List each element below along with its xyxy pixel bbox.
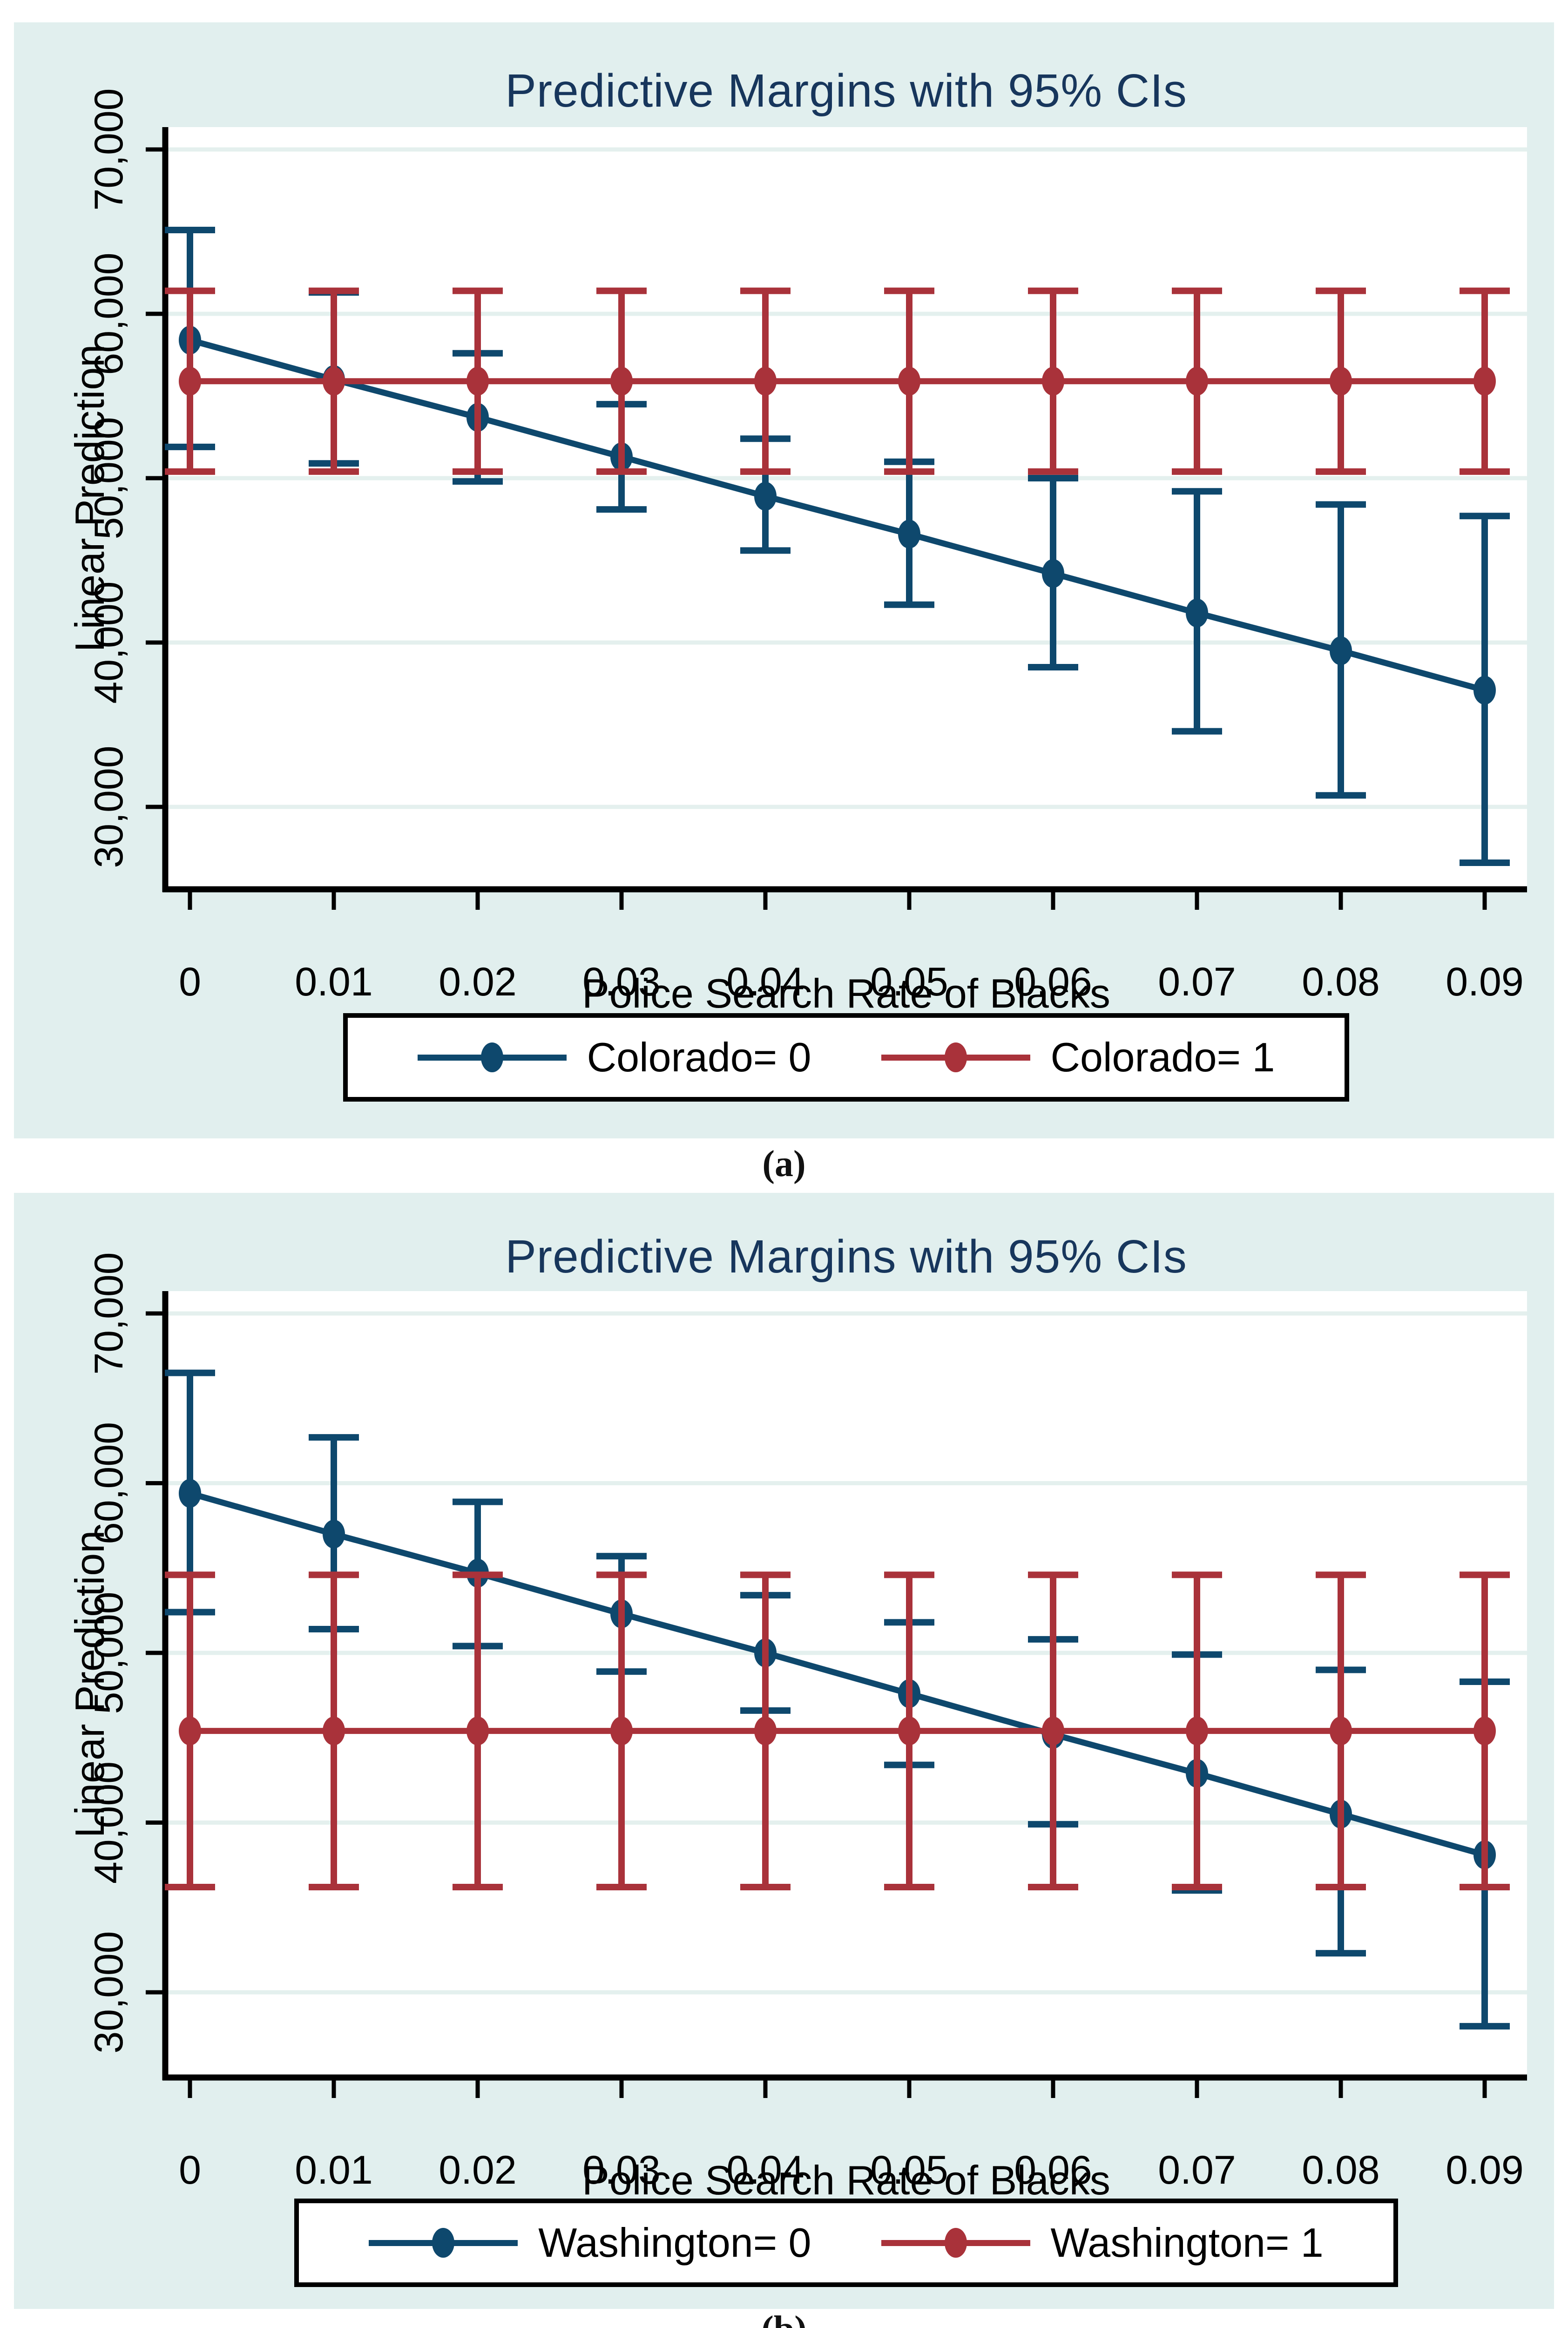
chart-a-y-axis-title: Linear Prediction [67,344,113,652]
legend-item-washington-0: Washington= 0 [369,2219,811,2267]
data-point-marker [1042,1716,1064,1746]
x-tick-label: 0.06 [1014,2148,1092,2193]
plot-area [165,1291,1527,2078]
gridlines [165,147,1527,809]
axes [162,127,1527,893]
data-point-marker [323,1519,345,1549]
line-marker-swatch-icon [369,2228,518,2258]
x-axis-ticks: 0 0.01 0.02 0.03 0.04 0.05 0.06 0.07 0.08 0.09 [179,2078,1524,2193]
x-tick-label: 0.03 [582,2148,660,2193]
data-point-marker [466,366,489,396]
legend-label: Colorado= 0 [587,1034,811,1080]
x-tick-label: 0.09 [1446,2148,1523,2193]
x-tick-label: 0 [179,2148,201,2193]
line-marker-swatch-icon [881,2228,1030,2258]
x-tick-label: 0.02 [439,960,516,1004]
y-tick-label: 40,000 [87,1761,131,1884]
panel-a: 70,000 60,000 50,000 40,000 30,000 0 0.01 0.02 0… [14,22,1554,1138]
y-tick-label: 60,000 [87,252,131,375]
panel-a-caption-label: (a) [762,1144,806,1184]
y-tick-label: 30,000 [87,1931,131,2053]
chart-b-legend: Washington= 0 Washington= 1 [165,2199,1527,2287]
gridlines [165,1311,1527,1995]
x-tick-label: 0.05 [870,960,948,1004]
chart-a-title: Predictive Margins with 95% CIs [505,65,1187,117]
x-tick-label: 0.02 [439,2148,516,2193]
x-tick-label: 0.07 [1158,2148,1236,2193]
series-red [165,287,1510,475]
y-axis-ticks: 70,000 60,000 50,000 40,000 30,000 [87,88,165,868]
data-point-marker [179,366,201,396]
data-point-marker [179,1479,201,1508]
y-axis-ticks: 70,000 60,000 50,000 40,000 30,000 [87,1252,165,2054]
panel-b: 70,000 60,000 50,000 40,000 30,000 0 0.01 0.02 0… [14,1193,1554,2309]
y-tick-label: 60,000 [87,1422,131,1544]
data-point-marker [1473,366,1496,396]
data-point-marker [1330,636,1352,665]
data-point-marker [1473,676,1496,705]
axes [162,1291,1527,2081]
data-point-marker [1042,559,1064,588]
y-tick-label: 30,000 [87,745,131,868]
chart-a-x-axis-title: Police Search Rate of Blacks [582,970,1110,1016]
line-marker-swatch-icon [417,1042,567,1072]
legend-label: Washington= 0 [538,2220,811,2266]
x-tick-label: 0.06 [1014,960,1092,1004]
x-axis-ticks: 0 0.01 0.02 0.03 0.04 0.05 0.06 0.07 0.08 0.09 [179,889,1524,1004]
legend-item-colorado-1: Colorado= 1 [881,1034,1275,1081]
y-tick-label: 50,000 [87,417,131,539]
x-tick-label: 0.04 [726,960,804,1004]
data-point-marker [1186,1716,1208,1746]
data-point-marker [610,366,633,396]
x-tick-label: 0 [179,960,201,1004]
data-point-marker [1330,1716,1352,1746]
data-point-marker [754,366,777,396]
legend-item-washington-1: Washington= 1 [881,2219,1324,2267]
data-point-marker [323,366,345,396]
chart-b-x-axis-title: Police Search Rate of Blacks [582,2157,1110,2203]
y-tick-label: 50,000 [87,1591,131,1714]
chart-a-legend: Colorado= 0 Colorado= 1 [165,1013,1527,1102]
legend-label: Washington= 1 [1050,2220,1324,2266]
data-point-marker [898,1716,920,1746]
x-tick-label: 0.08 [1302,2148,1379,2193]
data-point-marker [1473,1716,1496,1746]
chart-b-y-axis-title: Linear Prediction [67,1530,113,1838]
x-tick-label: 0.07 [1158,960,1236,1004]
x-tick-label: 0.05 [870,2148,948,2193]
plot-area [165,127,1527,889]
data-point-marker [1330,366,1352,396]
data-point-marker [898,366,920,396]
panel-b-caption-label: (b) [0,2308,1568,2328]
data-point-marker [898,520,920,549]
data-point-marker [610,1716,633,1746]
y-tick-label: 40,000 [87,581,131,704]
data-point-marker [754,1716,777,1746]
y-tick-label: 70,000 [87,1252,131,1374]
x-tick-label: 0.01 [295,960,372,1004]
line-marker-swatch-icon [881,1042,1030,1072]
data-point-marker [466,1716,489,1746]
series-red [165,1571,1510,1891]
x-tick-label: 0.08 [1302,960,1379,1004]
x-tick-label: 0.03 [582,960,660,1004]
legend-label: Colorado= 1 [1050,1034,1275,1080]
data-point-marker [1186,366,1208,396]
data-point-marker [1186,598,1208,628]
x-tick-label: 0.09 [1446,960,1523,1004]
y-tick-label: 70,000 [87,88,131,210]
data-point-marker [754,481,777,511]
x-tick-label: 0.01 [295,2148,372,2193]
data-point-marker [179,1716,201,1746]
chart-b-title: Predictive Margins with 95% CIs [505,1231,1187,1283]
data-point-marker [323,1716,345,1746]
legend-item-colorado-0: Colorado= 0 [417,1034,811,1081]
x-tick-label: 0.04 [726,2148,804,2193]
data-point-marker [1042,366,1064,396]
